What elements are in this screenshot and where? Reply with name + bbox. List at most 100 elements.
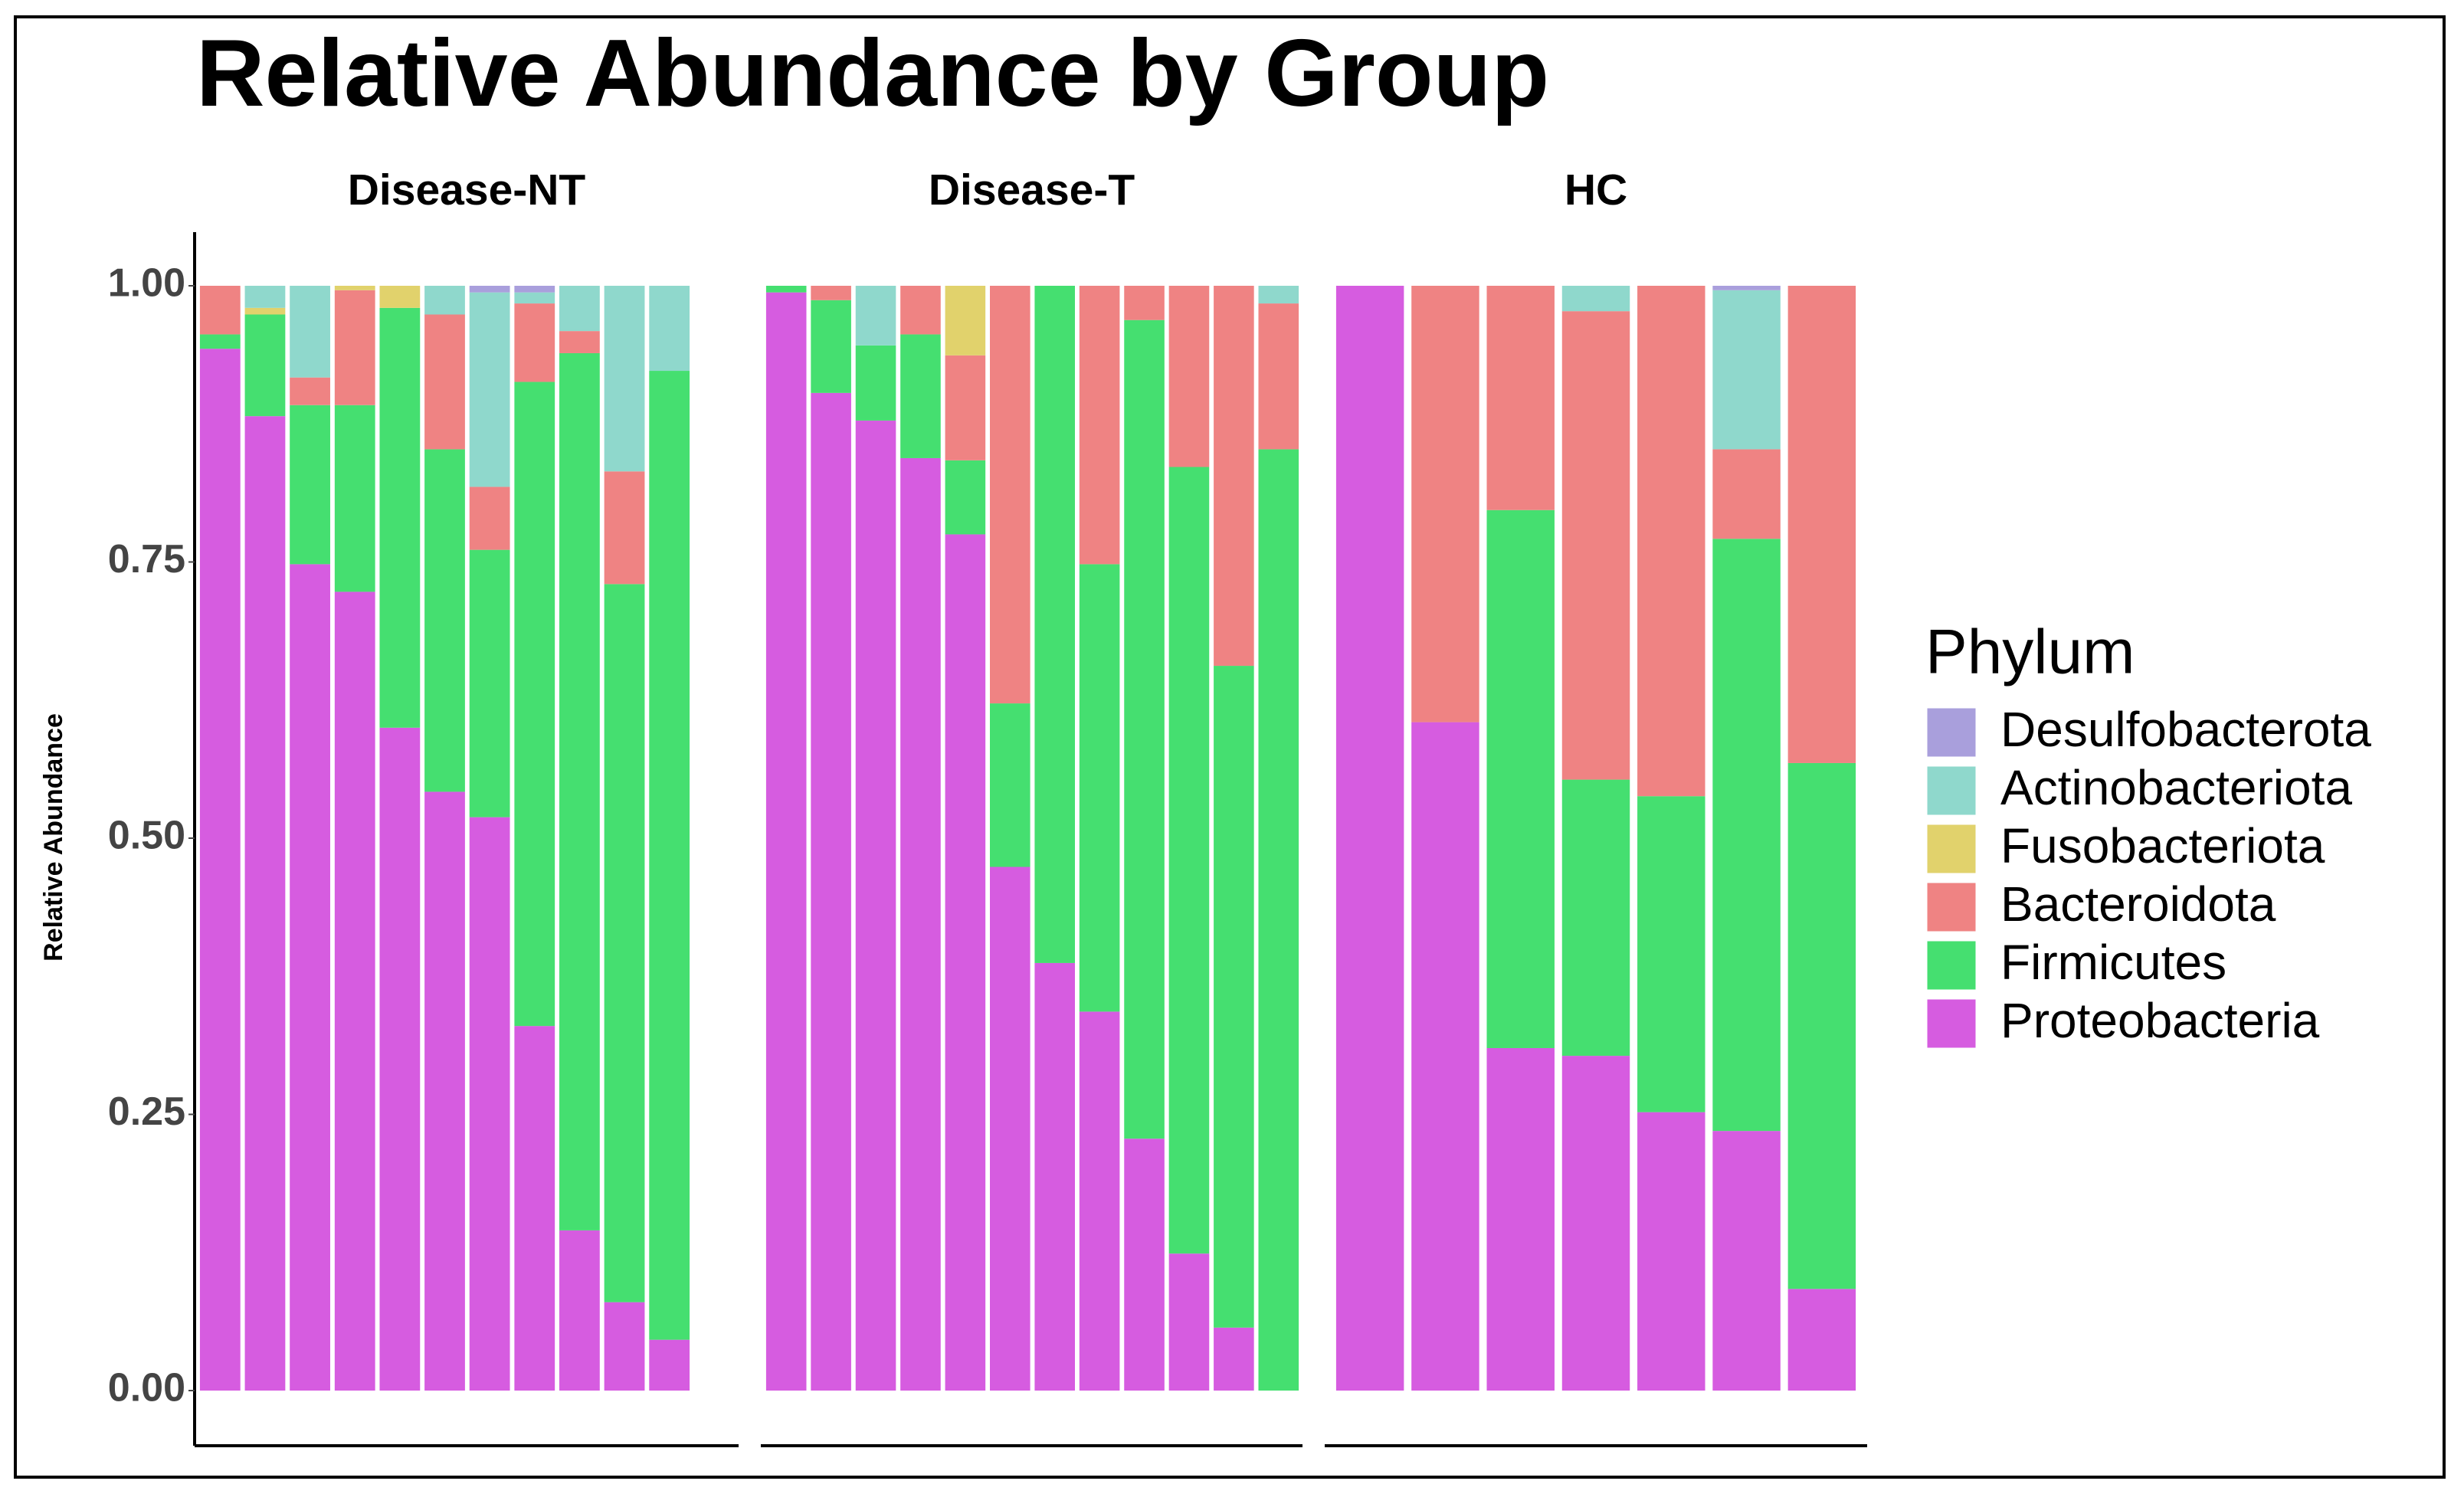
legend-key: [1925, 939, 1978, 992]
facet-title: Disease-NT: [348, 165, 586, 215]
bar-segment: [199, 334, 241, 349]
bar-segment: [199, 286, 241, 335]
bar-segment: [1561, 286, 1630, 312]
bar-segment: [1258, 449, 1299, 1391]
bar-segment: [469, 286, 510, 293]
bar-segment: [1561, 779, 1630, 1057]
bar-segment: [1637, 286, 1705, 797]
bar-segment: [900, 286, 941, 335]
bar-segment: [1712, 286, 1781, 290]
bar-segment: [811, 300, 851, 393]
bar-segment: [1079, 564, 1120, 1012]
bar-segment: [649, 1339, 690, 1391]
bar-segment: [811, 392, 851, 1391]
bar-segment: [945, 534, 986, 1391]
bar-segment: [990, 867, 1030, 1391]
bar-segment: [244, 286, 286, 308]
bar-segment: [1034, 286, 1075, 963]
bar-segment: [1637, 796, 1705, 1112]
bar-segment: [290, 377, 330, 405]
bar-segment: [945, 286, 986, 355]
facet-title: HC: [1565, 165, 1627, 215]
bar-segment: [379, 286, 421, 308]
bar-segment: [424, 791, 465, 1391]
y-tick-label: 0.50: [108, 814, 185, 858]
bar-segment: [1335, 286, 1404, 1391]
bar-segment: [1214, 286, 1254, 667]
bar-segment: [990, 703, 1030, 867]
bar-segment: [514, 1026, 555, 1391]
bar-segment: [244, 307, 286, 315]
bar-segment: [1411, 286, 1479, 722]
bar-segment: [900, 334, 941, 458]
bar-segment: [469, 817, 510, 1391]
y-tick-label: 0.00: [108, 1366, 185, 1410]
bar-segment: [855, 286, 896, 346]
bar-segment: [1124, 1139, 1165, 1391]
bar-segment: [469, 292, 510, 487]
bar-segment: [1787, 1289, 1856, 1391]
bar-segment: [649, 371, 690, 1340]
bar-segment: [379, 727, 421, 1391]
bar-segment: [1214, 666, 1254, 1328]
bar-segment: [424, 286, 465, 315]
bar-segment: [334, 591, 375, 1391]
bar-segment: [559, 1230, 600, 1391]
bar-segment: [1787, 286, 1856, 763]
bar-segment: [1637, 1112, 1705, 1391]
y-tick-label: 1.00: [108, 261, 185, 306]
bar-segment: [811, 286, 851, 300]
bar-segment: [424, 314, 465, 450]
y-tick-label: 0.75: [108, 537, 185, 582]
bar-segment: [1258, 286, 1299, 304]
bar-segment: [1168, 467, 1210, 1254]
bar-segment: [1712, 290, 1781, 450]
bar-segment: [649, 286, 690, 372]
bar-segment: [1079, 286, 1120, 565]
bar-segment: [559, 352, 600, 1230]
bar-segment: [1411, 722, 1479, 1391]
bar-segment: [379, 307, 421, 728]
bar-segment: [1258, 303, 1299, 450]
bar-segment: [765, 292, 807, 1391]
bar-segment: [514, 286, 555, 293]
bar-segment: [1486, 286, 1555, 510]
legend-title: Phylum: [1925, 618, 2135, 687]
bar-segment: [1712, 449, 1781, 539]
bar-segment: [469, 549, 510, 817]
chart-title: Relative Abundance by Group: [196, 21, 1549, 126]
bar-segment: [1712, 1131, 1781, 1391]
bar-segment: [945, 460, 986, 535]
bar-segment: [334, 286, 375, 290]
bar-segment: [514, 292, 555, 304]
legend-key: [1925, 880, 1978, 934]
bar-segment: [1124, 319, 1165, 1139]
bar-segment: [334, 290, 375, 405]
bar-segment: [1034, 962, 1075, 1391]
legend-label: Fusobacteriota: [2000, 818, 2325, 873]
bar-segment: [199, 349, 241, 1391]
bar-segment: [290, 405, 330, 565]
bar-segment: [334, 405, 375, 592]
legend-label: Firmicutes: [2000, 935, 2226, 990]
legend-key: [1925, 822, 1978, 876]
legend-label: Bacteroidota: [2000, 876, 2276, 932]
bar-segment: [1787, 762, 1856, 1289]
bar-segment: [1168, 1253, 1210, 1391]
bar-segment: [604, 1302, 645, 1391]
bar-segment: [855, 345, 896, 421]
bar-segment: [424, 449, 465, 792]
legend-label: Desulfobacterota: [2000, 702, 2371, 757]
y-axis-label: Relative Abundance: [39, 713, 68, 962]
y-tick-label: 0.25: [108, 1089, 185, 1134]
bar-segment: [900, 457, 941, 1391]
bar-segment: [290, 564, 330, 1391]
bar-segment: [1561, 311, 1630, 780]
bar-segment: [244, 416, 286, 1391]
bar-segment: [1486, 509, 1555, 1048]
facet-title: Disease-T: [929, 165, 1135, 215]
bar-segment: [855, 420, 896, 1391]
legend-key: [1925, 706, 1978, 759]
bar-segment: [945, 355, 986, 460]
